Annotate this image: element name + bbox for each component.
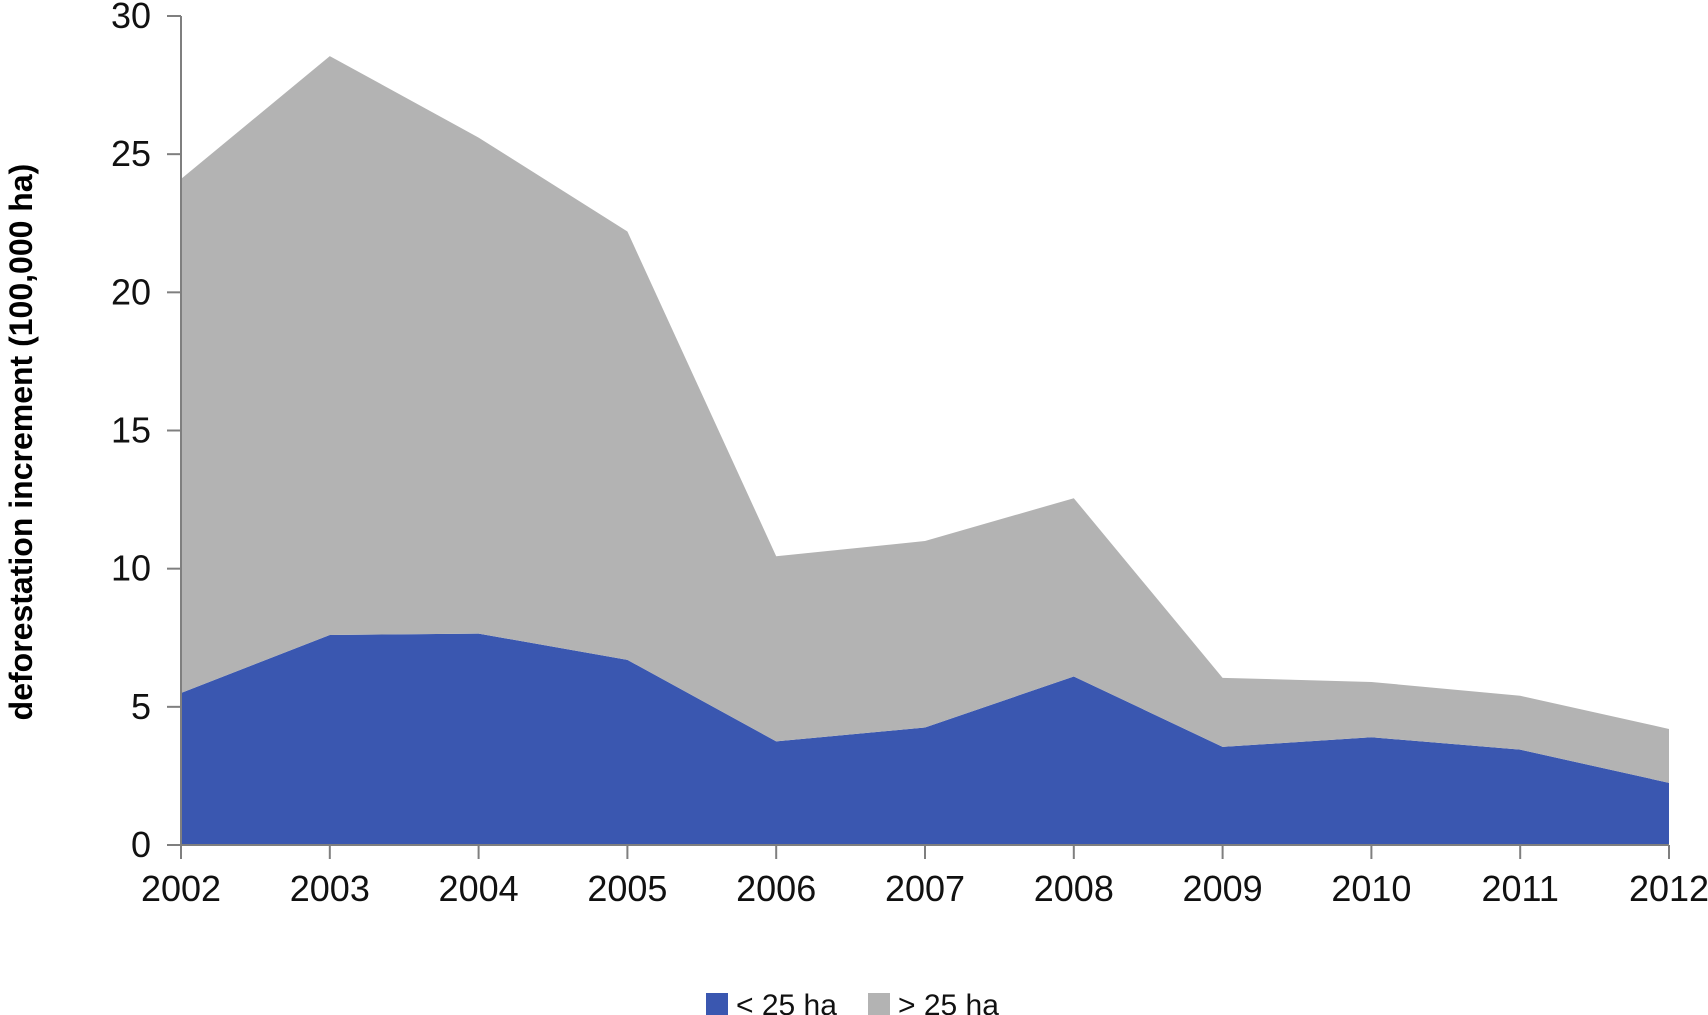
plot-areas xyxy=(181,56,1669,845)
x-tick-label: 2011 xyxy=(1481,868,1558,909)
legend-swatch-2 xyxy=(868,993,890,1015)
y-axis-title: deforestation increment (100,000 ha) xyxy=(3,164,39,721)
x-tick-label: 2006 xyxy=(736,868,816,909)
x-tick-label: 2004 xyxy=(439,868,519,909)
y-tick-label: 20 xyxy=(111,271,151,312)
y-tick-label: 15 xyxy=(111,410,151,451)
y-tick-label: 25 xyxy=(111,133,151,174)
x-tick-label: 2008 xyxy=(1034,868,1114,909)
y-tick-label: 0 xyxy=(131,824,151,865)
y-axis-ticks: 0 5 10 15 20 25 30 xyxy=(111,0,181,865)
y-tick-label: 5 xyxy=(131,686,151,727)
x-tick-label: 2003 xyxy=(290,868,370,909)
x-tick-label: 2002 xyxy=(141,868,221,909)
legend-swatch-1 xyxy=(706,993,728,1015)
area-series-2 xyxy=(181,56,1669,783)
legend-label-2: > 25 ha xyxy=(898,989,999,1015)
x-tick-label: 2005 xyxy=(587,868,667,909)
y-tick-label: 10 xyxy=(111,548,151,589)
area-series-1 xyxy=(181,633,1669,845)
x-tick-label: 2012 xyxy=(1629,868,1708,909)
x-axis-ticks: 2002 2003 2004 2005 2006 2007 2008 2009 2010 2011… xyxy=(141,845,1708,909)
x-tick-label: 2010 xyxy=(1331,868,1411,909)
legend-label-1: < 25 ha xyxy=(736,989,837,1015)
x-tick-label: 2007 xyxy=(885,868,965,909)
legend: < 25 ha > 25 ha xyxy=(706,989,999,1015)
y-tick-label: 30 xyxy=(111,0,151,36)
x-tick-label: 2009 xyxy=(1183,868,1263,909)
